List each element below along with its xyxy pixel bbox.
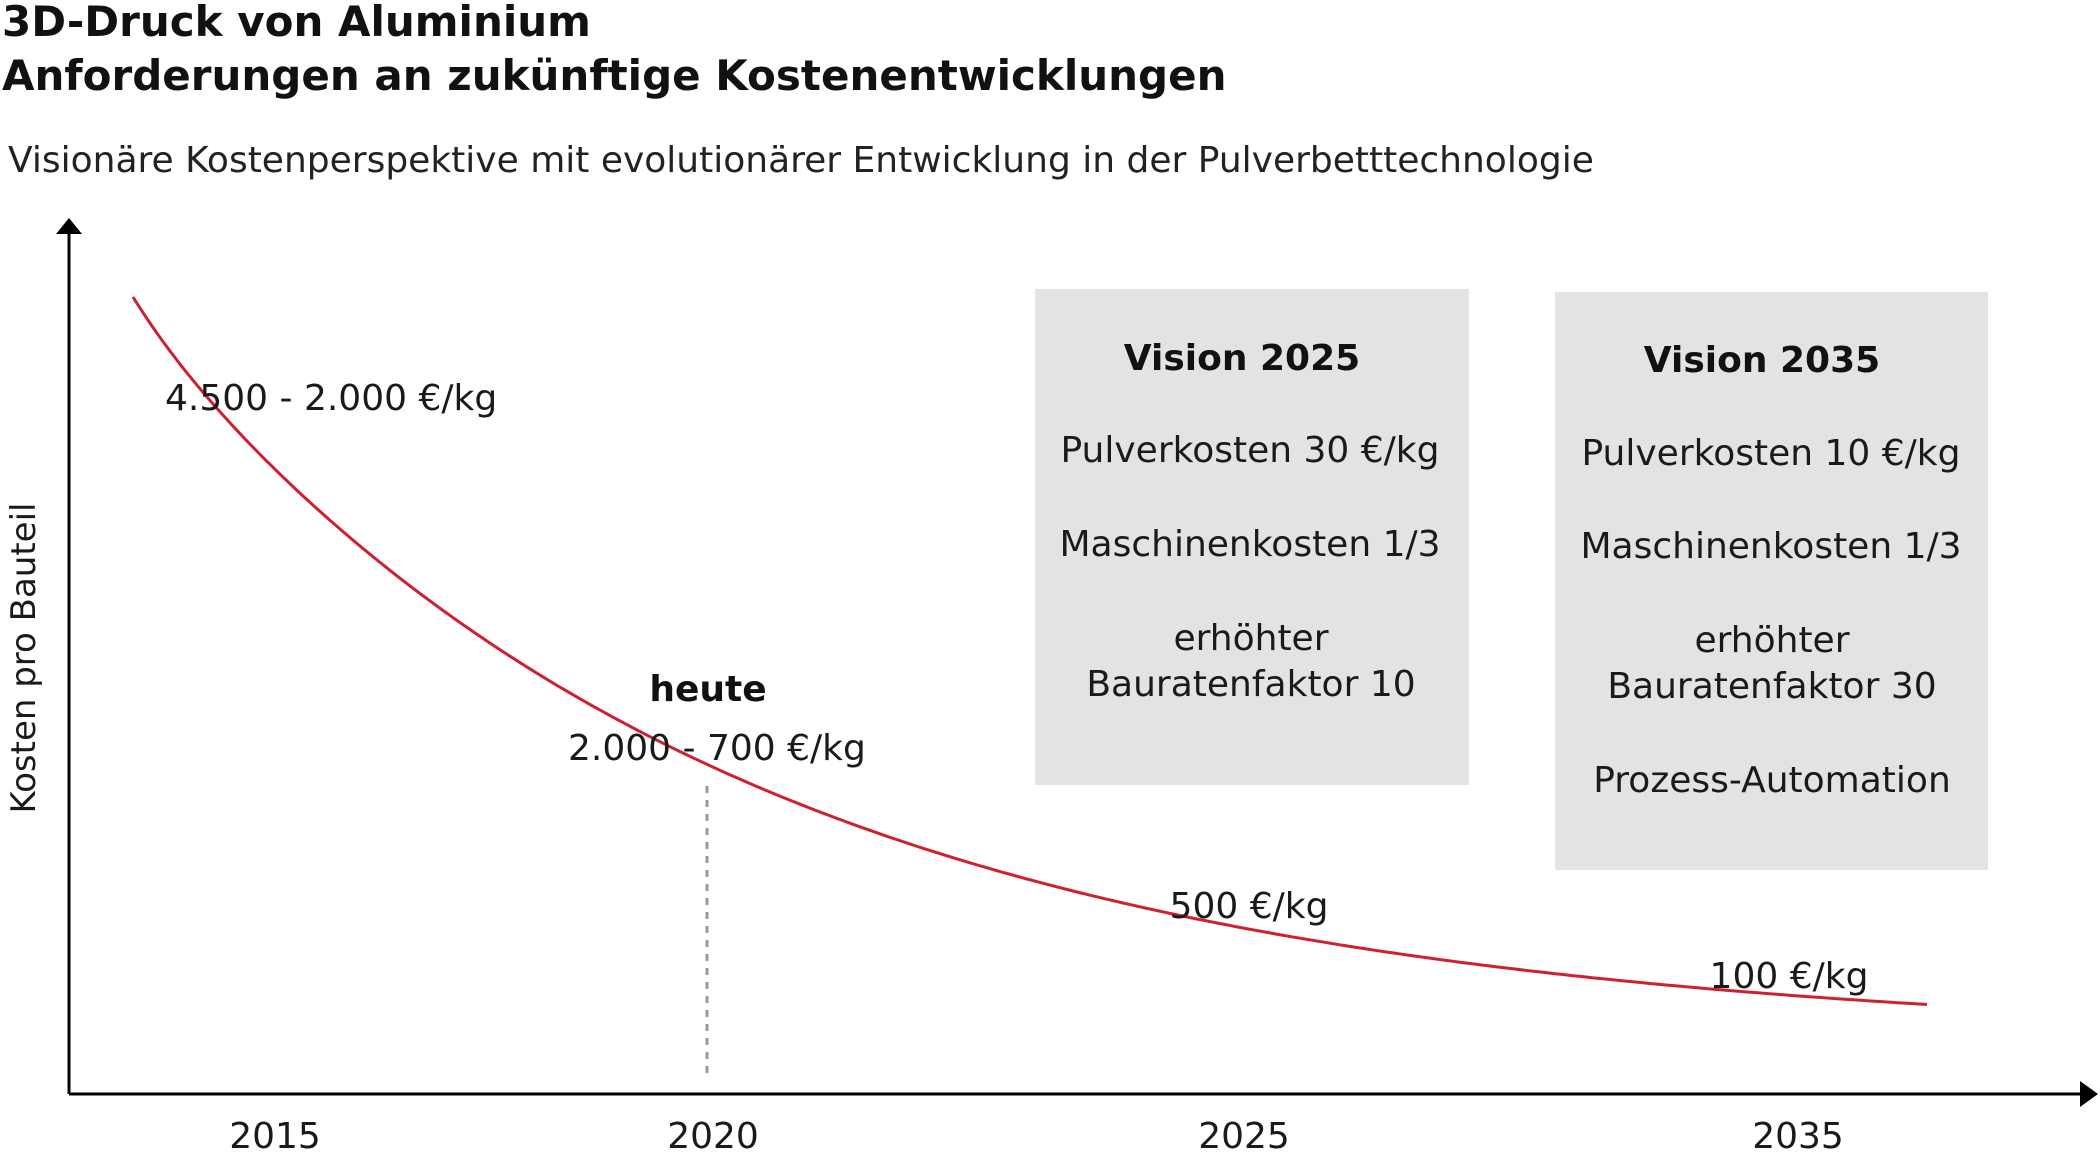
x-tick-label-2020: 2020 [667,1116,759,1157]
x-tick-label-2015: 2015 [229,1116,321,1157]
vision-2025-item: Pulverkosten 30 €/kg [1060,430,1439,471]
vision-2025-item: Bauratenfaktor 10 [1086,664,1415,705]
vision-2025-title: Vision 2025 [1124,338,1360,379]
vision-2025-item: Maschinenkosten 1/3 [1059,524,1440,565]
data-label-2035: 100 €/kg [1710,956,1869,997]
today-marker-label: heute [649,669,766,710]
vision-2035-box-bg [1555,292,1988,870]
cost-curve-line [131,296,1928,1006]
data-label-2020: 2.000 - 700 €/kg [568,728,866,769]
vision-2025-box: Vision 2025 Pulverkosten 30 €/kg Maschin… [1035,289,1469,785]
vision-2035-title: Vision 2035 [1644,340,1880,381]
x-axis-arrow [2080,1081,2098,1107]
y-axis-label: Kosten pro Bauteil [4,503,44,814]
vision-2035-item: erhöhter [1694,620,1849,661]
vision-2025-item: erhöhter [1173,618,1328,659]
data-label-2015: 4.500 - 2.000 €/kg [165,378,497,419]
vision-2035-item: Bauratenfaktor 30 [1607,666,1936,707]
chart-subtitle: Visionäre Kostenperspektive mit evolutio… [8,140,1594,181]
x-tick-label-2025: 2025 [1198,1116,1290,1157]
y-axis-arrow [56,218,82,234]
vision-2035-box: Vision 2035 Pulverkosten 10 €/kg Maschin… [1555,292,1988,870]
vision-2035-item: Pulverkosten 10 €/kg [1581,433,1960,474]
vision-2035-item: Maschinenkosten 1/3 [1580,526,1961,567]
vision-2025-box-bg [1035,289,1469,785]
chart-title-line2: Anforderungen an zukünftige Kostenentwic… [2,51,1227,100]
data-label-2025: 500 €/kg [1170,886,1329,927]
vision-2035-item: Prozess-Automation [1593,760,1951,801]
chart-title-line1: 3D-Druck von Aluminium [2,0,591,46]
x-tick-label-2035: 2035 [1752,1116,1844,1157]
